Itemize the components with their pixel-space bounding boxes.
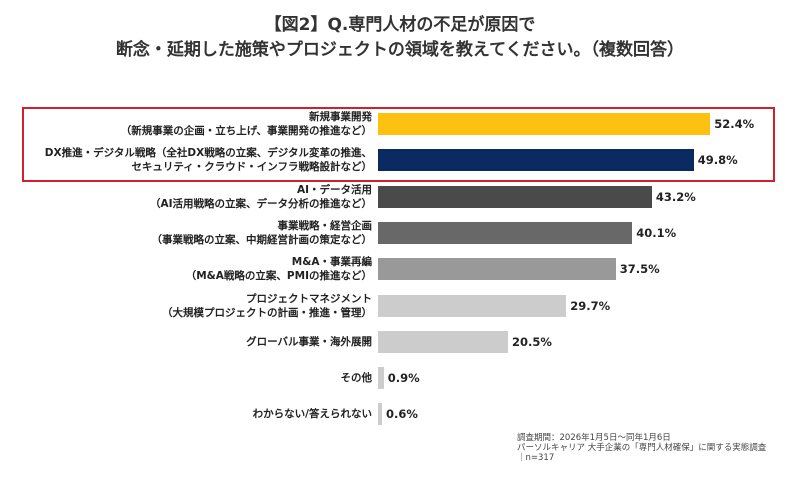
category-label-line: セキュリティ・クラウド・インフラ戦略設計など） (131, 161, 372, 174)
bar (378, 367, 384, 390)
category-label-line: （事業戦略の立案、中期経営計画の策定など） (151, 233, 373, 246)
data-label: 0.6% (386, 407, 418, 422)
footnote-survey: パーソルキャリア 大手企業の「専門人材確保」に関する実態調査 (517, 443, 767, 453)
bar (378, 221, 633, 244)
data-label: 0.9% (387, 371, 420, 386)
category-label-line: グローバル事業・海外展開 (246, 335, 372, 348)
chart-title-line-2: 断念・延期した施策やプロジェクトの領域を教えてください。（複数回答） (115, 40, 685, 60)
data-label: 43.2% (655, 189, 696, 204)
bar (378, 113, 711, 135)
data-label: 40.1% (636, 225, 677, 240)
footnote-sample: ｜n=317 (517, 453, 555, 463)
category-label: M&A・事業再編 （M&A戦略の立案、PMIの推進など） (186, 255, 372, 283)
category-label-line: （大規模プロジェクトの計画・推進・管理） (162, 306, 372, 319)
data-label: 49.8% (697, 153, 738, 168)
category-label-line: 新規事業開発 (309, 111, 372, 123)
chart-title-line-1: 【図2】Q.専門人材の不足が原因で (264, 15, 536, 35)
bar (378, 294, 567, 317)
category-label: その他 (341, 371, 373, 385)
category-label-line: わからない/答えられない (252, 408, 372, 421)
bar (378, 258, 616, 281)
category-label-line: M&A・事業再編 (291, 256, 372, 269)
category-label: グローバル事業・海外展開 (246, 335, 372, 349)
category-label-line: （M&A戦略の立案、PMIの推進など） (185, 270, 372, 283)
bar (378, 403, 382, 426)
category-label: 事業戦略・経営企画 （事業戦略の立案、中期経営計画の策定など） (152, 219, 373, 247)
category-label: わからない/答えられない (253, 407, 372, 421)
category-label-line: （新規事業の企画・立ち上げ、事業開発の推進など） (120, 125, 372, 137)
data-label: 37.5% (619, 262, 660, 277)
bar (378, 330, 508, 353)
bar (378, 149, 694, 172)
data-label: 29.7% (570, 298, 611, 313)
category-label-line: AI・データ活用 (296, 183, 372, 196)
data-label: 52.4% (714, 117, 755, 131)
category-label: 新規事業開発 （新規事業の企画・立ち上げ、事業開発の推進など） (121, 110, 372, 138)
category-label: AI・データ活用 （AI活用戦略の立案、データ分析の推進など） (150, 183, 372, 211)
category-label-line: DX推進・デジタル戦略（全社DX戦略の立案、デジタル変革の推進、 (44, 147, 372, 160)
data-label: 20.5% (511, 334, 552, 349)
category-label: プロジェクトマネジメント （大規模プロジェクトの計画・推進・管理） (162, 292, 372, 320)
category-label: DX推進・デジタル戦略（全社DX戦略の立案、デジタル変革の推進、 セキュリティ・ク… (45, 146, 372, 174)
highlight-box (22, 107, 775, 182)
footnote-period: 調査期間：2026年1月5日〜同年1月6日 (517, 433, 671, 443)
category-label-line: その他 (340, 372, 373, 385)
category-label-line: （AI活用戦略の立案、データ分析の推進など） (149, 197, 372, 210)
category-label-line: プロジェクトマネジメント (246, 292, 372, 305)
bar (378, 185, 652, 208)
category-label-line: 事業戦略・経営企画 (277, 219, 373, 232)
